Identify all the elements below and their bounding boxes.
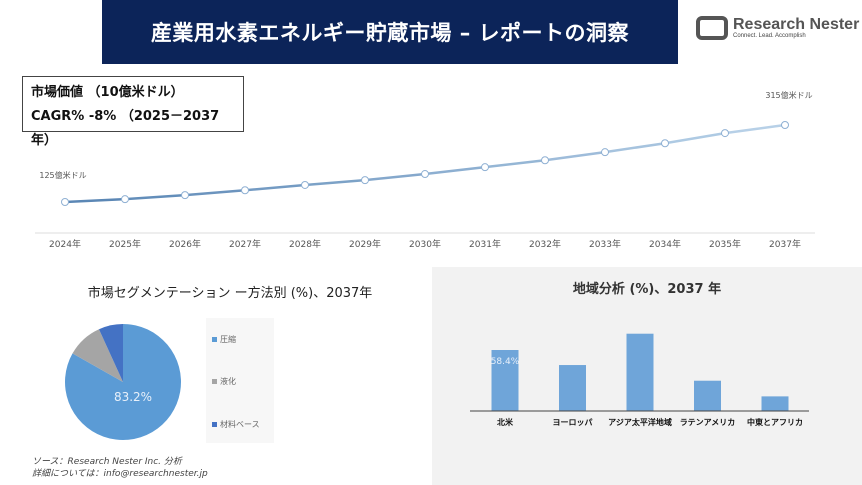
pie-legend: 圧縮 液化 材料ベース	[206, 318, 274, 443]
data-point	[601, 148, 609, 157]
line-segment	[484, 159, 546, 169]
data-point	[181, 191, 189, 200]
legend-item-material: 材料ベース	[212, 419, 260, 430]
data-point	[661, 139, 669, 148]
segmentation-pie-chart: 83.2%	[64, 324, 181, 440]
source-note: ソース：Research Nester Inc. 分析 詳細については：info…	[32, 457, 208, 479]
line-segment	[304, 178, 366, 187]
data-label-first: 125億米ドル	[39, 170, 86, 180]
x-tick-label: 2027年	[229, 238, 261, 250]
data-point	[781, 121, 789, 129]
x-tick-label: ラテンアメリカ	[680, 418, 736, 427]
data-point	[541, 156, 549, 165]
cagr-label: CAGR% -8% （2025－2037年）	[31, 109, 220, 148]
pie-slice	[72, 329, 123, 382]
report-title-banner: 産業用水素エネルギー貯蔵市場 – レポートの洞察	[102, 0, 678, 64]
contact-link[interactable]: 詳細については：info@researchnester.jp	[32, 469, 208, 479]
x-tick-label: 2033年	[589, 238, 621, 250]
data-point	[61, 198, 69, 206]
line-segment	[664, 131, 726, 145]
line-segment	[544, 150, 606, 162]
x-tick-label: 2029年	[349, 238, 381, 250]
x-tick-label: 2024年	[49, 238, 81, 250]
pie-data-label: 83.2%	[114, 390, 152, 404]
bar	[491, 350, 519, 411]
bar	[559, 365, 586, 411]
line-segment	[604, 142, 666, 154]
x-tick-label: 2025年	[109, 238, 141, 250]
x-tick-label: 2032年	[529, 238, 561, 250]
x-tick-label: 2035年	[709, 238, 741, 250]
data-point	[421, 170, 429, 179]
bar	[694, 380, 721, 411]
market-value-label: 市場価値 （10億米ドル）	[31, 85, 184, 100]
data-point	[481, 163, 489, 172]
line-segment	[124, 193, 186, 201]
research-nester-logo: Research Nester Connect. Lead. Accomplish	[696, 16, 859, 40]
line-segment	[184, 189, 246, 197]
data-point	[361, 176, 369, 185]
x-tick-label: 2031年	[469, 238, 501, 250]
data-point	[301, 180, 309, 189]
line-segment	[64, 197, 126, 204]
regional-bar-chart: 北米 ヨーロッパ アジア太平洋地域 ラテンアメリカ 中東とアフリカ 58.4%	[470, 333, 809, 427]
pie-chart-title: 市場セグメンテーション ー方法別 (%)、2037年	[87, 286, 373, 301]
x-tick-label: ヨーロッパ	[553, 417, 593, 427]
x-tick-label: 2030年	[409, 238, 441, 250]
x-tick-label: 北米	[497, 417, 514, 427]
bar-data-label: 58.4%	[491, 357, 520, 367]
bar	[626, 333, 654, 411]
data-point	[121, 195, 129, 204]
x-tick-label: 2028年	[289, 238, 321, 250]
data-point	[721, 129, 729, 138]
pie-slice	[98, 324, 123, 382]
x-tick-label: 中東とアフリカ	[747, 417, 803, 427]
logo-tagline: Connect. Lead. Accomplish	[733, 33, 806, 39]
data-label-last: 315億米ドル	[765, 90, 812, 100]
pie-slice	[64, 324, 181, 440]
line-segment	[364, 172, 426, 182]
logo-icon	[696, 16, 728, 40]
legend-item-liquefaction: 液化	[212, 376, 236, 387]
report-title: 産業用水素エネルギー貯蔵市場 – レポートの洞察	[150, 21, 630, 45]
x-tick-label: 2037年	[769, 238, 801, 250]
line-segment	[424, 165, 486, 176]
x-tick-label: 2026年	[169, 238, 201, 250]
data-point	[241, 186, 249, 195]
line-segment	[724, 123, 786, 135]
logo-name: Research Nester	[733, 16, 860, 33]
line-segment	[244, 183, 306, 192]
x-tick-label: アジア太平洋地域	[608, 417, 672, 427]
market-info-box: 市場価値 （10億米ドル） CAGR% -8% （2025－2037年）	[22, 76, 244, 148]
x-tick-label: 2034年	[649, 238, 681, 250]
market-line-chart: 2024年 2025年 2026年 2027年 2028年 2029年 2030年 2031年…	[35, 90, 815, 250]
bar	[761, 396, 789, 411]
legend-item-compression: 圧縮	[212, 334, 236, 345]
bar-chart-title: 地域分析 (%)、2037 年	[572, 282, 722, 297]
